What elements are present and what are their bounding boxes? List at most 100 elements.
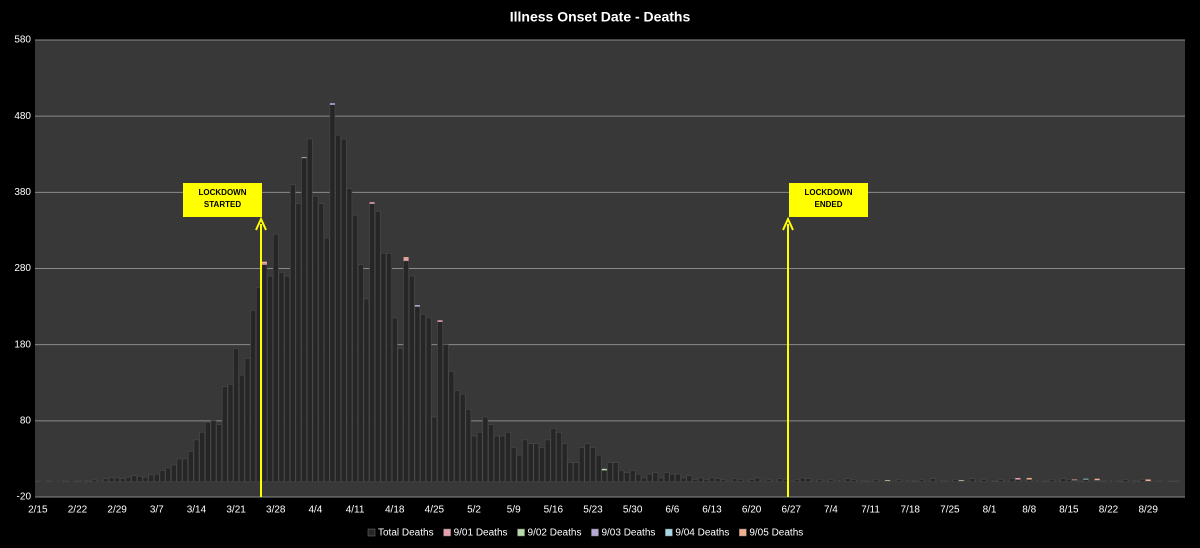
bar-segment — [1122, 479, 1129, 483]
bar-segment — [862, 480, 868, 483]
bar-segment — [1020, 479, 1027, 483]
bar-segment — [250, 310, 256, 483]
bar-segment — [618, 470, 625, 483]
bar-segment — [1026, 477, 1032, 480]
bar-segment — [363, 298, 370, 483]
bar-segment — [403, 258, 409, 261]
bar-segment — [675, 473, 681, 483]
bar-segment — [845, 478, 851, 483]
bar-segment — [318, 203, 324, 483]
bar-segment — [329, 103, 335, 105]
bar-segment — [1071, 479, 1078, 481]
x-tick-label: 7/25 — [940, 505, 960, 516]
bar-segment — [833, 479, 840, 483]
bar-segment — [176, 458, 183, 483]
bar-segment — [578, 447, 585, 483]
bar-segment — [873, 479, 880, 483]
bar-segment — [272, 233, 279, 483]
bar-segment — [567, 462, 574, 483]
annotation-box — [789, 183, 868, 217]
bar-segment — [607, 462, 613, 483]
bar-segment — [771, 479, 778, 483]
x-tick-label: 4/4 — [308, 505, 322, 516]
bar-segment — [465, 409, 472, 483]
annotation-text: STARTED — [204, 200, 241, 209]
bar-segment — [352, 214, 358, 483]
x-tick-label: 4/25 — [425, 505, 445, 516]
bar-segment — [437, 321, 443, 483]
bar-segment — [1054, 479, 1061, 483]
bar-segment — [986, 479, 993, 483]
bar-segment — [539, 447, 545, 483]
bar-segment — [669, 473, 676, 483]
bar-segment — [941, 480, 948, 483]
x-tick-label: 4/11 — [346, 505, 365, 516]
bar-segment — [1105, 479, 1112, 483]
bar-segment — [754, 477, 761, 483]
bar-segment — [210, 420, 217, 483]
x-tick-label: 2/22 — [68, 505, 88, 516]
bar-segment — [295, 203, 302, 483]
bar-segment — [1151, 479, 1157, 483]
bar-segment — [550, 428, 557, 483]
bar-segment — [199, 431, 205, 483]
bar-segment — [1168, 480, 1174, 483]
y-tick-label: -20 — [17, 492, 32, 503]
bar-segment — [97, 479, 103, 483]
x-tick-label: 5/2 — [467, 505, 481, 516]
legend-swatch — [591, 528, 599, 537]
bar-segment — [1060, 478, 1067, 483]
bar-segment — [788, 479, 795, 483]
bar-segment — [839, 479, 846, 483]
bar-segment — [380, 252, 387, 483]
y-tick-label: 380 — [14, 187, 31, 198]
bar-segment — [969, 478, 976, 483]
bar-segment — [1139, 479, 1146, 483]
x-tick-label: 2/15 — [28, 505, 48, 516]
bar-segment — [1134, 480, 1140, 483]
bar-segment — [357, 264, 364, 483]
bar-segment — [822, 479, 829, 483]
annotation-arrowhead — [255, 216, 267, 231]
bar-segment — [601, 470, 608, 483]
bar-segment — [794, 479, 800, 483]
bar-segment — [437, 320, 443, 322]
bar-segment — [1003, 479, 1010, 483]
bar-segment — [652, 472, 659, 483]
bar-segment — [420, 313, 426, 483]
annotation-text: LOCKDOWN — [805, 188, 853, 197]
bar-segment — [1128, 479, 1135, 483]
bar-segment — [811, 479, 817, 483]
x-tick-label: 7/18 — [901, 505, 921, 516]
bar-segment — [816, 479, 823, 483]
bar-segment — [884, 480, 891, 483]
x-tick-label: 6/20 — [742, 505, 762, 516]
legend-swatch — [367, 528, 376, 537]
bar-segment — [323, 237, 330, 483]
bar-segment — [935, 479, 942, 483]
bar-segment — [947, 479, 953, 483]
bar-segment — [471, 435, 477, 483]
x-tick-label: 8/1 — [983, 505, 997, 516]
bar-segment — [278, 272, 285, 483]
bar-segment — [522, 439, 528, 483]
bar-segment — [431, 416, 438, 483]
bar-segment — [1071, 479, 1078, 483]
bar-segment — [261, 261, 267, 264]
bar-segment — [930, 478, 936, 483]
bar-segment — [1145, 479, 1151, 482]
bar-segment — [556, 431, 562, 483]
bar-segment — [584, 443, 591, 483]
bar-segment — [227, 383, 234, 483]
bar-segment — [312, 195, 319, 483]
bar-segment — [403, 260, 409, 483]
bar-segment — [119, 478, 126, 483]
legend-label: 9/01 Deaths — [454, 528, 508, 539]
annotation-arrowhead — [782, 216, 794, 231]
bar-segment — [369, 203, 375, 483]
bar-segment — [1083, 478, 1089, 480]
bar-segment — [136, 476, 143, 483]
x-tick-label: 5/30 — [623, 505, 643, 516]
bar-segment — [102, 478, 109, 483]
bar-segment — [885, 480, 891, 482]
